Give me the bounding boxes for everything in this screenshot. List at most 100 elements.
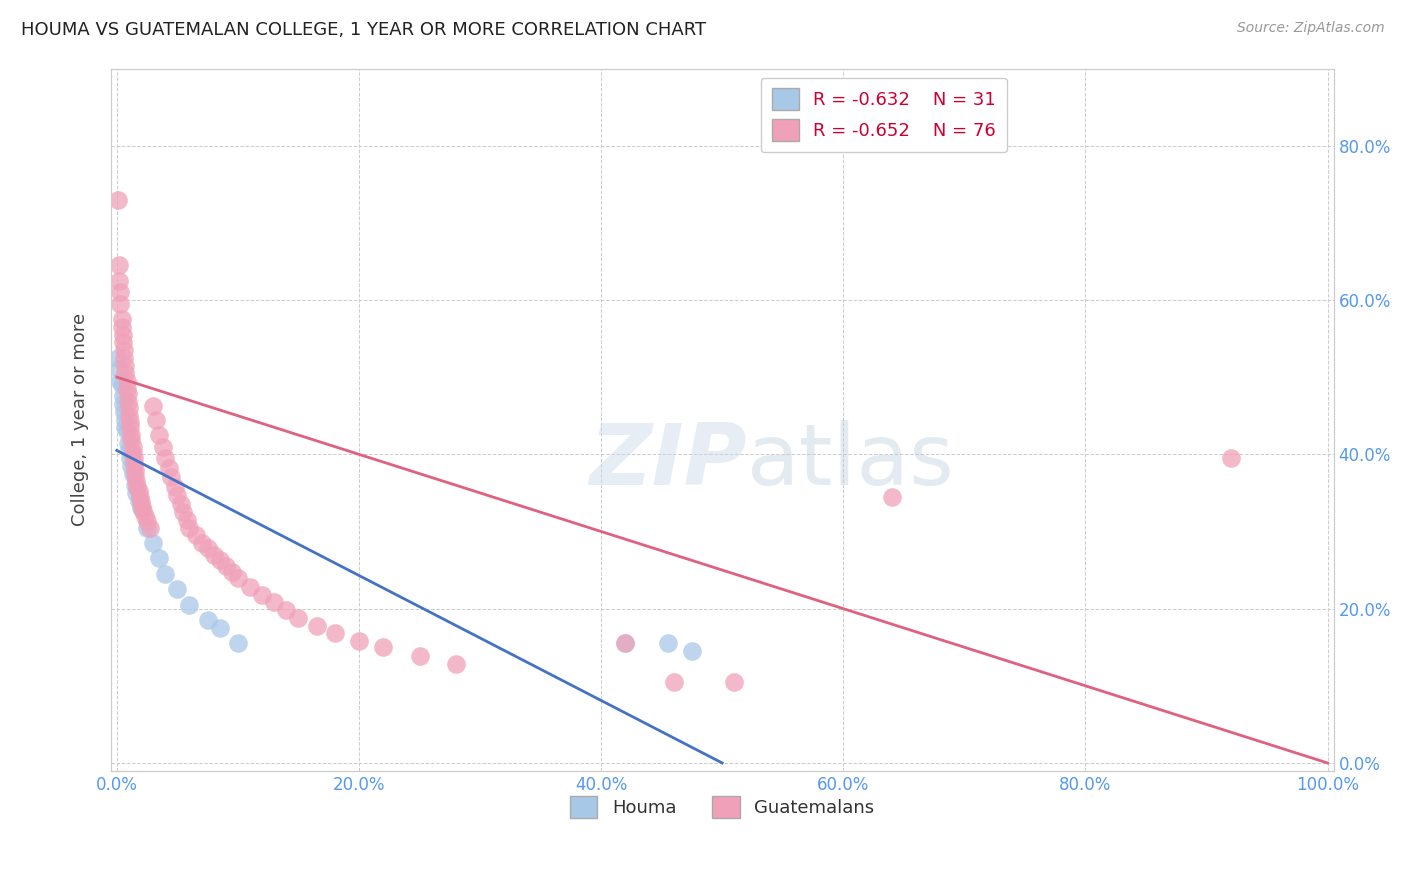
Point bbox=[117, 435, 139, 450]
Point bbox=[114, 367, 136, 381]
Legend: Houma, Guatemalans: Houma, Guatemalans bbox=[562, 789, 882, 825]
Point bbox=[657, 636, 679, 650]
Point bbox=[117, 387, 139, 401]
Point bbox=[132, 504, 155, 518]
Text: HOUMA VS GUATEMALAN COLLEGE, 1 YEAR OR MORE CORRELATION CHART: HOUMA VS GUATEMALAN COLLEGE, 1 YEAR OR M… bbox=[21, 21, 706, 39]
Point bbox=[121, 440, 143, 454]
Point bbox=[112, 351, 135, 365]
Point bbox=[107, 193, 129, 207]
Point bbox=[880, 490, 903, 504]
Point bbox=[145, 412, 167, 426]
Point bbox=[239, 580, 262, 594]
Text: Source: ZipAtlas.com: Source: ZipAtlas.com bbox=[1237, 21, 1385, 36]
Point bbox=[110, 374, 132, 388]
Point bbox=[347, 634, 370, 648]
Point bbox=[125, 486, 148, 500]
Point bbox=[124, 478, 146, 492]
Point bbox=[120, 420, 142, 434]
Point bbox=[157, 461, 180, 475]
Point bbox=[138, 521, 160, 535]
Point bbox=[129, 501, 152, 516]
Point bbox=[152, 440, 174, 454]
Point bbox=[111, 377, 134, 392]
Point bbox=[190, 536, 212, 550]
Point bbox=[121, 467, 143, 481]
Point bbox=[114, 420, 136, 434]
Point bbox=[121, 446, 143, 460]
Point bbox=[127, 480, 149, 494]
Point bbox=[125, 474, 148, 488]
Point bbox=[114, 412, 136, 426]
Point bbox=[723, 675, 745, 690]
Point bbox=[142, 536, 165, 550]
Point bbox=[614, 636, 637, 650]
Point bbox=[117, 395, 139, 409]
Point bbox=[107, 351, 129, 365]
Point bbox=[118, 409, 141, 423]
Point bbox=[166, 488, 188, 502]
Point bbox=[163, 480, 186, 494]
Point bbox=[131, 500, 153, 514]
Point bbox=[110, 285, 132, 300]
Point bbox=[111, 327, 134, 342]
Point bbox=[111, 335, 134, 350]
Point bbox=[170, 497, 193, 511]
Point bbox=[1219, 451, 1241, 466]
Point bbox=[112, 343, 135, 358]
Point bbox=[226, 636, 249, 650]
Point bbox=[108, 258, 131, 272]
Point bbox=[179, 521, 201, 535]
Point bbox=[108, 362, 131, 376]
Point bbox=[115, 374, 138, 388]
Point bbox=[221, 565, 243, 579]
Text: ZIP: ZIP bbox=[589, 420, 747, 503]
Point bbox=[115, 424, 138, 438]
Point bbox=[111, 389, 134, 403]
Point bbox=[118, 401, 141, 415]
Point bbox=[208, 621, 231, 635]
Point bbox=[122, 451, 145, 466]
Point bbox=[136, 521, 159, 535]
Point bbox=[128, 493, 150, 508]
Point bbox=[120, 415, 142, 429]
Point bbox=[124, 463, 146, 477]
Text: atlas: atlas bbox=[747, 420, 955, 503]
Point bbox=[276, 603, 298, 617]
Point bbox=[172, 505, 194, 519]
Point bbox=[373, 640, 395, 655]
Point bbox=[120, 434, 142, 448]
Point bbox=[250, 588, 273, 602]
Point bbox=[111, 320, 134, 334]
Point bbox=[115, 382, 138, 396]
Point bbox=[202, 548, 225, 562]
Y-axis label: College, 1 year or more: College, 1 year or more bbox=[72, 313, 89, 526]
Point bbox=[681, 644, 703, 658]
Point bbox=[226, 571, 249, 585]
Point bbox=[215, 559, 238, 574]
Point bbox=[110, 297, 132, 311]
Point bbox=[444, 657, 467, 672]
Point bbox=[129, 495, 152, 509]
Point bbox=[112, 405, 135, 419]
Point bbox=[142, 400, 165, 414]
Point bbox=[197, 541, 219, 556]
Point bbox=[124, 468, 146, 483]
Point bbox=[108, 274, 131, 288]
Point bbox=[408, 649, 430, 664]
Point bbox=[179, 598, 201, 612]
Point bbox=[111, 312, 134, 326]
Point bbox=[128, 490, 150, 504]
Point bbox=[120, 451, 142, 466]
Point bbox=[176, 513, 198, 527]
Point bbox=[155, 451, 177, 466]
Point bbox=[120, 458, 142, 473]
Point bbox=[118, 443, 141, 458]
Point bbox=[208, 553, 231, 567]
Point bbox=[662, 675, 685, 690]
Point bbox=[166, 582, 188, 597]
Point bbox=[287, 611, 309, 625]
Point bbox=[148, 428, 170, 442]
Point bbox=[263, 595, 285, 609]
Point bbox=[305, 618, 328, 632]
Point bbox=[155, 566, 177, 581]
